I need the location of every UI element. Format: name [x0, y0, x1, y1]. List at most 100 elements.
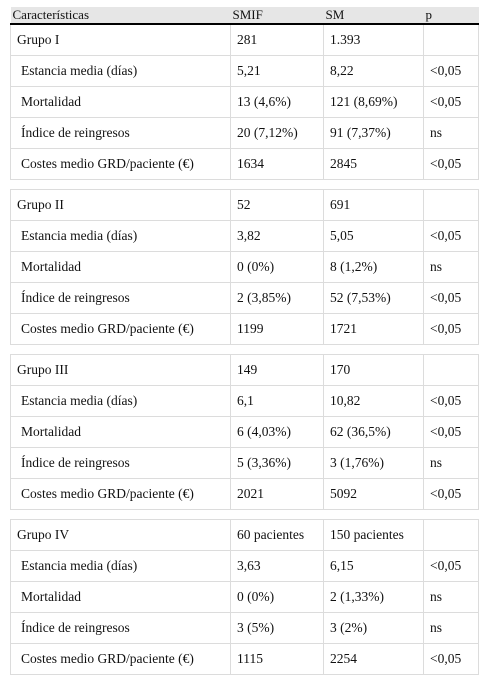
data-row: Estancia media (días) 3,82 5,05 <0,05 — [10, 220, 479, 252]
data-row: Estancia media (días) 6,1 10,82 <0,05 — [10, 385, 479, 417]
data-cell: 0 (0%) — [230, 581, 324, 613]
empty-cell — [423, 23, 479, 56]
data-row: Estancia media (días) 5,21 8,22 <0,05 — [10, 55, 479, 87]
data-cell: Costes medio GRD/paciente (€) — [10, 148, 231, 180]
data-row: Costes medio GRD/paciente (€) 1199 1721 <0,… — [10, 313, 479, 345]
data-row: Costes medio GRD/paciente (€) 2021 5092 <0,… — [10, 478, 479, 510]
header-cell: SMIF — [230, 7, 324, 25]
data-cell: <0,05 — [423, 55, 479, 87]
data-cell: <0,05 — [423, 643, 479, 675]
data-row: Mortalidad 0 (0%) 2 (1,33%) ns — [10, 581, 479, 613]
group-cell: 1.393 — [323, 23, 424, 56]
data-row: Costes medio GRD/paciente (€) 1634 2845 <0,… — [10, 148, 479, 180]
spacer-cell — [230, 344, 324, 355]
data-cell: 13 (4,6%) — [230, 86, 324, 118]
spacer-row — [10, 179, 479, 190]
spacer-cell — [10, 509, 231, 520]
data-row: Mortalidad 0 (0%) 8 (1,2%) ns — [10, 251, 479, 283]
data-cell: 1115 — [230, 643, 324, 675]
data-cell: 121 (8,69%) — [323, 86, 424, 118]
data-cell: ns — [423, 612, 479, 644]
data-cell: Costes medio GRD/paciente (€) — [10, 643, 231, 675]
group-cell: Grupo I — [10, 23, 231, 56]
data-cell: 1634 — [230, 148, 324, 180]
data-cell: <0,05 — [423, 478, 479, 510]
data-row: Mortalidad 13 (4,6%) 121 (8,69%) <0,05 — [10, 86, 479, 118]
data-cell: 20 (7,12%) — [230, 117, 324, 149]
data-cell: 2845 — [323, 148, 424, 180]
data-cell: 6 (4,03%) — [230, 416, 324, 448]
data-cell: 91 (7,37%) — [323, 117, 424, 149]
group-cell: 691 — [323, 189, 424, 221]
data-cell: 3,82 — [230, 220, 324, 252]
data-cell: 5092 — [323, 478, 424, 510]
spacer-cell — [423, 344, 479, 355]
data-cell: 10,82 — [323, 385, 424, 417]
spacer-cell — [10, 344, 231, 355]
data-cell: 1199 — [230, 313, 324, 345]
header-cell: SM — [323, 7, 424, 25]
data-cell: 5,21 — [230, 55, 324, 87]
data-cell: 2 (1,33%) — [323, 581, 424, 613]
data-cell: Índice de reingresos — [10, 117, 231, 149]
data-row: Índice de reingresos 3 (5%) 3 (2%) ns — [10, 612, 479, 644]
data-cell: <0,05 — [423, 313, 479, 345]
data-row: Estancia media (días) 3,63 6,15 <0,05 — [10, 550, 479, 582]
data-cell: Índice de reingresos — [10, 447, 231, 479]
empty-cell — [423, 189, 479, 221]
group-cell: 150 pacientes — [323, 519, 424, 551]
data-cell: Costes medio GRD/paciente (€) — [10, 313, 231, 345]
data-cell: Mortalidad — [10, 581, 231, 613]
data-cell: Estancia media (días) — [10, 550, 231, 582]
data-cell: 2021 — [230, 478, 324, 510]
empty-cell — [423, 354, 479, 386]
data-cell: 0 (0%) — [230, 251, 324, 283]
data-row: Mortalidad 6 (4,03%) 62 (36,5%) <0,05 — [10, 416, 479, 448]
group-row: Grupo I 281 1.393 — [10, 23, 479, 56]
results-table: Características SMIF SM p Grupo I 281 1.393 Es… — [10, 7, 479, 675]
data-cell: ns — [423, 117, 479, 149]
data-cell: Mortalidad — [10, 251, 231, 283]
data-cell: <0,05 — [423, 416, 479, 448]
data-cell: Mortalidad — [10, 416, 231, 448]
spacer-row — [10, 344, 479, 355]
group-cell: Grupo IV — [10, 519, 231, 551]
group-row: Grupo III 149 170 — [10, 354, 479, 386]
data-cell: 8 (1,2%) — [323, 251, 424, 283]
group-cell: 60 pacientes — [230, 519, 324, 551]
data-cell: Estancia media (días) — [10, 55, 231, 87]
data-cell: Mortalidad — [10, 86, 231, 118]
data-row: Costes medio GRD/paciente (€) 1115 2254 <0,… — [10, 643, 479, 675]
data-cell: <0,05 — [423, 86, 479, 118]
data-cell: 6,1 — [230, 385, 324, 417]
data-cell: Índice de reingresos — [10, 612, 231, 644]
group-row: Grupo II 52 691 — [10, 189, 479, 221]
spacer-row — [10, 509, 479, 520]
data-row: Índice de reingresos 20 (7,12%) 91 (7,37%)… — [10, 117, 479, 149]
data-cell: <0,05 — [423, 282, 479, 314]
data-cell: 2 (3,85%) — [230, 282, 324, 314]
data-cell: ns — [423, 251, 479, 283]
group-cell: 281 — [230, 23, 324, 56]
header-cell: Características — [10, 7, 231, 25]
empty-cell — [423, 519, 479, 551]
spacer-cell — [323, 344, 424, 355]
data-cell: 3 (5%) — [230, 612, 324, 644]
data-cell: 2254 — [323, 643, 424, 675]
data-cell: <0,05 — [423, 550, 479, 582]
spacer-cell — [230, 509, 324, 520]
spacer-cell — [230, 179, 324, 190]
table-body: Grupo I 281 1.393 Estancia media (días) 5,21… — [10, 23, 479, 675]
data-cell: 62 (36,5%) — [323, 416, 424, 448]
data-cell: Estancia media (días) — [10, 220, 231, 252]
data-cell: 5,05 — [323, 220, 424, 252]
header-row: Características SMIF SM p — [10, 7, 479, 25]
data-cell: Costes medio GRD/paciente (€) — [10, 478, 231, 510]
data-cell: 5 (3,36%) — [230, 447, 324, 479]
spacer-cell — [423, 509, 479, 520]
data-cell: 8,22 — [323, 55, 424, 87]
spacer-cell — [10, 179, 231, 190]
header-cell: p — [423, 7, 479, 25]
group-cell: Grupo III — [10, 354, 231, 386]
